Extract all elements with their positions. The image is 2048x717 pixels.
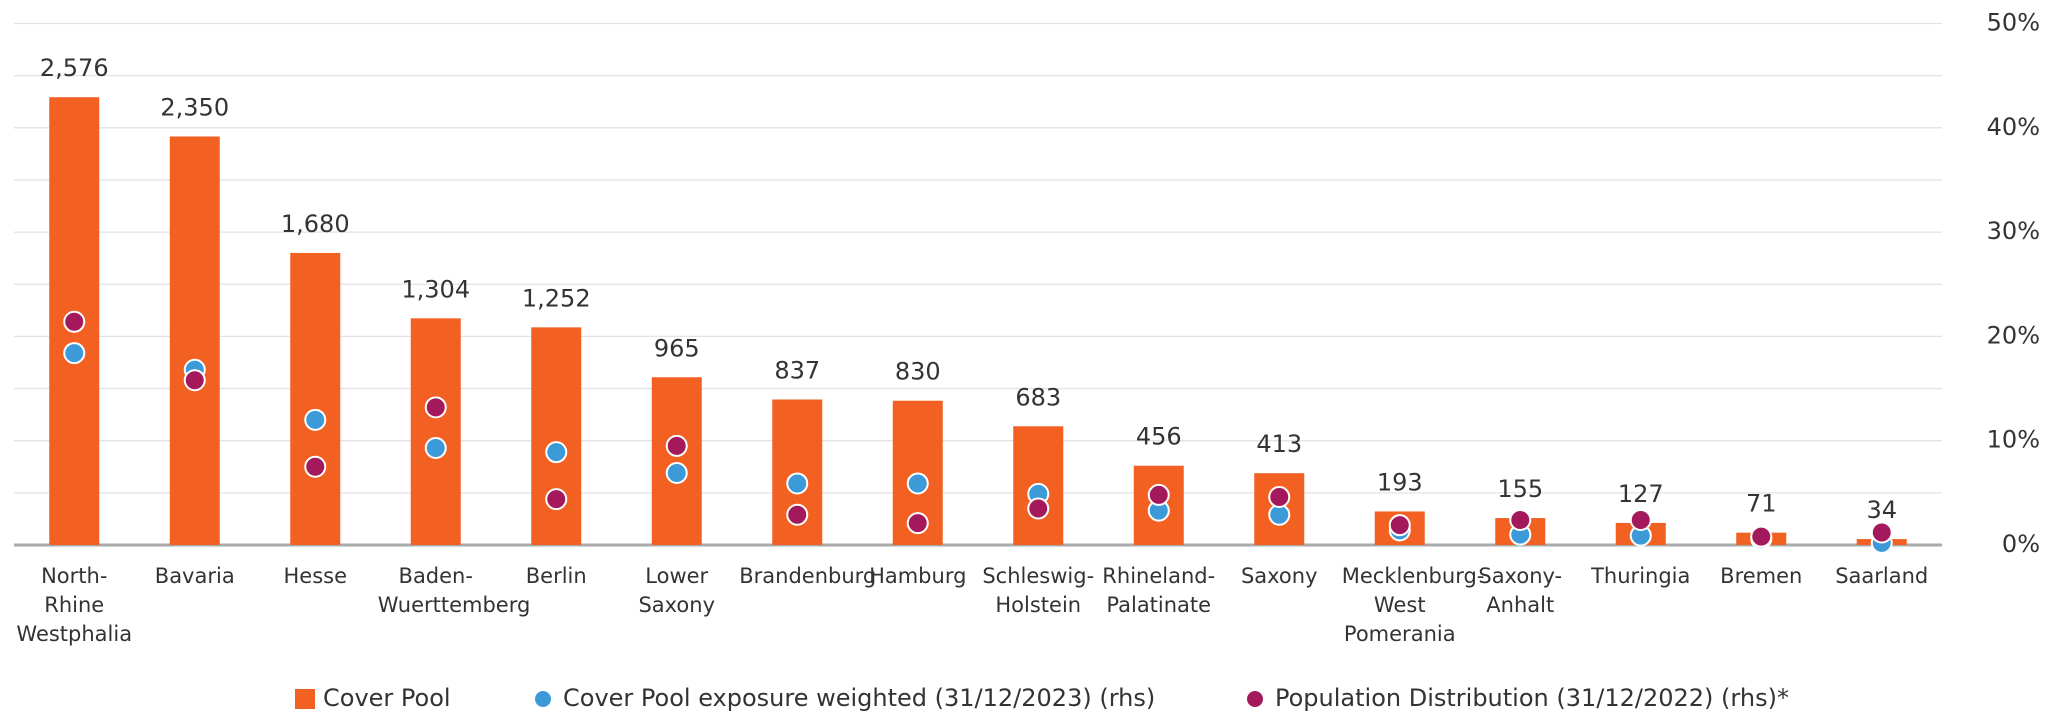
dot: [1629, 508, 1652, 531]
dot: [906, 512, 929, 535]
legend-swatch: [295, 689, 315, 709]
x-tick-label: Thuringia: [1591, 564, 1691, 588]
bar: [290, 252, 341, 545]
y2-tick-label: 10%: [1987, 426, 2040, 454]
bar: [169, 136, 220, 545]
bar: [651, 377, 702, 545]
value-label: 456: [1136, 423, 1182, 451]
y2-tick-label: 20%: [1987, 321, 2040, 349]
dot: [1509, 508, 1532, 531]
x-tick-label: Mecklenburg-West Pomerania: [1341, 564, 1485, 646]
x-tick-label: Saarland: [1835, 564, 1929, 588]
dot: [424, 437, 447, 460]
x-tick-label: Bremen: [1720, 564, 1803, 588]
legend-swatch: [535, 691, 551, 707]
value-label: 193: [1377, 468, 1423, 496]
y2-tick-label: 30%: [1987, 217, 2040, 245]
x-tick-label: Lower Saxony: [638, 564, 716, 617]
dot: [665, 462, 688, 485]
value-label: 683: [1015, 383, 1061, 411]
x-tick-label: Bavaria: [154, 564, 235, 588]
dot: [1147, 483, 1170, 506]
dot: [183, 369, 206, 392]
x-tick-label: Hesse: [283, 564, 347, 588]
value-label: 2,576: [40, 54, 109, 82]
value-label: 965: [654, 334, 700, 362]
dot: [63, 342, 86, 365]
x-tick-label: Saxony: [1240, 564, 1318, 588]
dot: [304, 408, 327, 431]
legend-swatch: [1247, 691, 1263, 707]
dot: [906, 472, 929, 495]
dot: [1388, 514, 1411, 537]
bar: [410, 318, 461, 545]
value-label: 413: [1256, 430, 1302, 458]
dot: [665, 434, 688, 457]
legend-label: Population Distribution (31/12/2022) (rh…: [1275, 684, 1789, 712]
dot: [1268, 486, 1291, 509]
value-label: 127: [1618, 480, 1664, 508]
dot: [1027, 497, 1050, 520]
y2-tick-label: 0%: [2002, 530, 2040, 558]
legend-label: Cover Pool exposure weighted (31/12/2023…: [563, 684, 1155, 712]
y2-tick-label: 50%: [1987, 9, 2040, 37]
dot: [1870, 521, 1893, 544]
x-tick-label: Hamburg: [869, 564, 967, 588]
x-tick-label: Schleswig-Holstein: [982, 564, 1095, 617]
dot: [63, 310, 86, 333]
y2-tick-label: 40%: [1987, 113, 2040, 141]
value-label: 1,252: [522, 284, 591, 312]
bar: [531, 327, 582, 545]
x-tick-label: Brandenburg: [739, 564, 877, 588]
x-tick-label: Saxony-Anhalt: [1478, 564, 1563, 617]
dot: [424, 396, 447, 419]
value-label: 2,350: [160, 93, 229, 121]
value-label: 837: [774, 357, 820, 385]
x-tick-label: Rhineland-Palatinate: [1102, 564, 1216, 617]
value-label: 1,304: [401, 275, 470, 303]
value-label: 34: [1866, 496, 1897, 524]
value-label: 830: [895, 358, 941, 386]
dot: [545, 441, 568, 464]
value-label: 155: [1497, 475, 1543, 503]
x-tick-label: Baden-Wuerttemberg: [377, 564, 531, 617]
dot: [786, 503, 809, 526]
legend-label: Cover Pool: [323, 684, 451, 712]
x-tick-label: North-Rhine Westphalia: [16, 564, 133, 646]
value-label: 71: [1746, 490, 1777, 518]
dot: [786, 472, 809, 495]
dot: [545, 488, 568, 511]
dot: [1750, 525, 1773, 548]
value-label: 1,680: [281, 210, 350, 238]
x-tick-label: Berlin: [525, 564, 587, 588]
dot: [304, 455, 327, 478]
